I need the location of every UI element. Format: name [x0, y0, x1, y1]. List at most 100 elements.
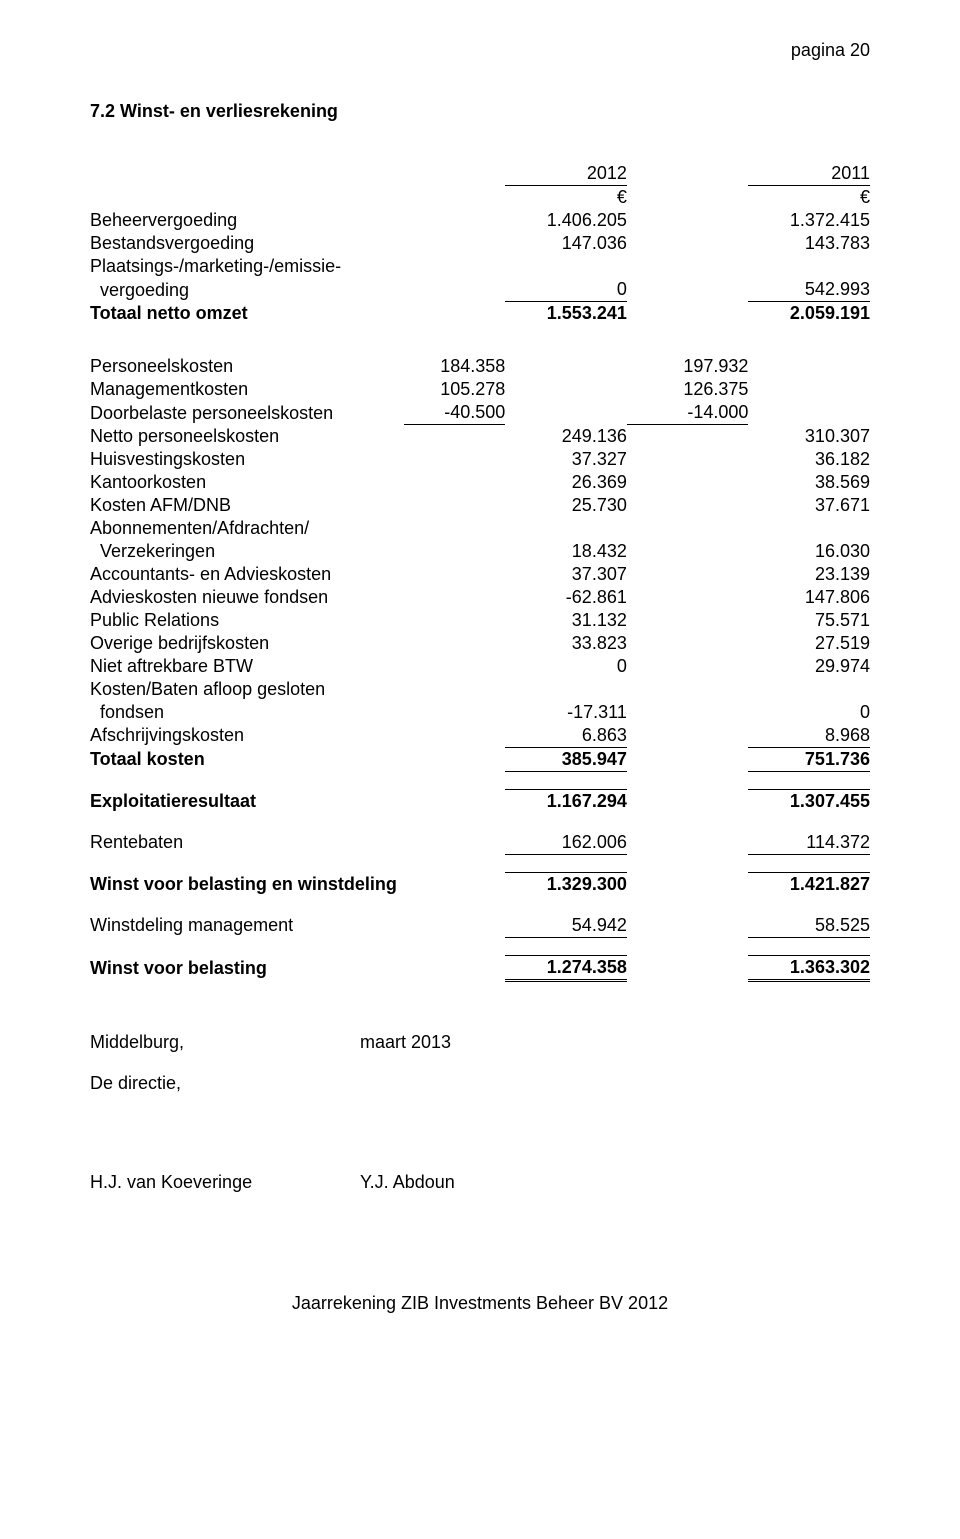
row-afmdnb: Kosten AFM/DNB 25.730 37.671 — [90, 494, 870, 517]
page: pagina 20 7.2 Winst- en verliesrekening … — [0, 0, 960, 1354]
value-cell: 29.974 — [748, 655, 870, 678]
value-cell: 31.132 — [505, 609, 627, 632]
sign-date: maart 2013 — [360, 1032, 451, 1053]
value-cell: 36.182 — [748, 448, 870, 471]
value-cell: 1.363.302 — [748, 955, 870, 980]
footer: Jaarrekening ZIB Investments Beheer BV 2… — [90, 1293, 870, 1314]
header-currency-row: € € — [90, 186, 870, 210]
value-cell: 75.571 — [748, 609, 870, 632]
sign-directie: De directie, — [90, 1073, 870, 1094]
label-cell: Accountants- en Advieskosten — [90, 563, 404, 586]
value-cell: 1.553.241 — [505, 302, 627, 326]
row-abon-l1: Abonnementen/Afdrachten/ — [90, 517, 870, 540]
value-cell: 6.863 — [505, 724, 627, 748]
row-netto-pk: Netto personeelskosten 249.136 310.307 — [90, 425, 870, 448]
value-cell: 38.569 — [748, 471, 870, 494]
sign-name-1: H.J. van Koeveringe — [90, 1172, 360, 1193]
year-2012: 2012 — [505, 162, 627, 186]
value-cell: 0 — [505, 655, 627, 678]
label-cell: Totaal netto omzet — [90, 302, 404, 326]
label-cell: Public Relations — [90, 609, 404, 632]
value-cell: 8.968 — [748, 724, 870, 748]
label-cell: Overige bedrijfskosten — [90, 632, 404, 655]
row-btw: Niet aftrekbare BTW 0 29.974 — [90, 655, 870, 678]
value-cell: 16.030 — [748, 540, 870, 563]
row-abon-l2: Verzekeringen 18.432 16.030 — [90, 540, 870, 563]
sign-name-2: Y.J. Abdoun — [360, 1172, 455, 1193]
label-cell: Rentebaten — [90, 831, 404, 855]
value-cell: 1.406.205 — [505, 209, 627, 232]
value-cell: 1.307.455 — [748, 789, 870, 813]
value-cell: 26.369 — [505, 471, 627, 494]
value-cell: -40.500 — [404, 401, 505, 425]
value-cell: 0 — [505, 278, 627, 302]
row-overige: Overige bedrijfskosten 33.823 27.519 — [90, 632, 870, 655]
value-cell: 2.059.191 — [748, 302, 870, 326]
label-cell: Niet aftrekbare BTW — [90, 655, 404, 678]
value-cell: 1.167.294 — [505, 789, 627, 813]
label-cell: Kantoorkosten — [90, 471, 404, 494]
currency-2011: € — [748, 186, 870, 210]
year-2011: 2011 — [748, 162, 870, 186]
value-cell: 37.671 — [748, 494, 870, 517]
row-acct: Accountants- en Advieskosten 37.307 23.1… — [90, 563, 870, 586]
value-cell: 249.136 — [505, 425, 627, 448]
sign-city: Middelburg, — [90, 1032, 360, 1053]
label-cell: Winstdeling management — [90, 914, 404, 938]
row-plaats-l2: vergoeding 0 542.993 — [90, 278, 870, 302]
value-cell: 542.993 — [748, 278, 870, 302]
row-bestands: Bestandsvergoeding 147.036 143.783 — [90, 232, 870, 255]
value-cell: 126.375 — [627, 378, 749, 401]
value-cell: 37.307 — [505, 563, 627, 586]
value-cell: 197.932 — [627, 355, 749, 378]
label-cell: Huisvestingskosten — [90, 448, 404, 471]
value-cell: 0 — [748, 701, 870, 724]
label-cell: Kosten AFM/DNB — [90, 494, 404, 517]
label-cell: Bestandsvergoeding — [90, 232, 404, 255]
label-cell: Abonnementen/Afdrachten/ — [90, 517, 404, 540]
value-cell: 114.372 — [748, 831, 870, 855]
header-years-row: 2012 2011 — [90, 162, 870, 186]
value-cell: 147.806 — [748, 586, 870, 609]
label-cell: Totaal kosten — [90, 747, 404, 771]
value-cell: 184.358 — [404, 355, 505, 378]
value-cell: 1.421.827 — [748, 872, 870, 896]
value-cell: 147.036 — [505, 232, 627, 255]
label-cell: Doorbelaste personeelskosten — [90, 401, 404, 425]
value-cell: 385.947 — [505, 747, 627, 771]
row-kb-l2: fondsen -17.311 0 — [90, 701, 870, 724]
row-rente: Rentebaten 162.006 114.372 — [90, 831, 870, 855]
row-winstdel: Winstdeling management 54.942 58.525 — [90, 914, 870, 938]
value-cell: 1.372.415 — [748, 209, 870, 232]
row-doorb: Doorbelaste personeelskosten -40.500 -14… — [90, 401, 870, 425]
label-cell: Plaatsings-/marketing-/emissie- — [90, 255, 404, 278]
row-beheer: Beheervergoeding 1.406.205 1.372.415 — [90, 209, 870, 232]
row-kb-l1: Kosten/Baten afloop gesloten — [90, 678, 870, 701]
label-cell: Managementkosten — [90, 378, 404, 401]
row-wvb: Winst voor belasting 1.274.358 1.363.302 — [90, 955, 870, 980]
row-pr: Public Relations 31.132 75.571 — [90, 609, 870, 632]
value-cell: 1.329.300 — [505, 872, 627, 896]
row-afschr: Afschrijvingskosten 6.863 8.968 — [90, 724, 870, 748]
label-cell: Exploitatieresultaat — [90, 789, 404, 813]
value-cell: 25.730 — [505, 494, 627, 517]
income-statement-table: 2012 2011 € € Beheervergoeding 1.406.205… — [90, 162, 870, 982]
row-mgmt: Managementkosten 105.278 126.375 — [90, 378, 870, 401]
value-cell: -14.000 — [627, 401, 749, 425]
row-kantoor: Kantoorkosten 26.369 38.569 — [90, 471, 870, 494]
value-cell: -17.311 — [505, 701, 627, 724]
row-wvbw: Winst voor belasting en winstdeling 1.32… — [90, 872, 870, 896]
row-nieuwf: Advieskosten nieuwe fondsen -62.861 147.… — [90, 586, 870, 609]
page-number: pagina 20 — [90, 40, 870, 61]
section-title: 7.2 Winst- en verliesrekening — [90, 101, 870, 122]
currency-2012: € — [505, 186, 627, 210]
value-cell: 37.327 — [505, 448, 627, 471]
row-plaats-l1: Plaatsings-/marketing-/emissie- — [90, 255, 870, 278]
value-cell: 33.823 — [505, 632, 627, 655]
signature-block: Middelburg, maart 2013 De directie, H.J.… — [90, 1032, 870, 1193]
value-cell: 1.274.358 — [505, 955, 627, 980]
label-cell: Netto personeelskosten — [90, 425, 404, 448]
row-huisv: Huisvestingskosten 37.327 36.182 — [90, 448, 870, 471]
row-expl: Exploitatieresultaat 1.167.294 1.307.455 — [90, 789, 870, 813]
label-cell: Verzekeringen — [90, 540, 404, 563]
